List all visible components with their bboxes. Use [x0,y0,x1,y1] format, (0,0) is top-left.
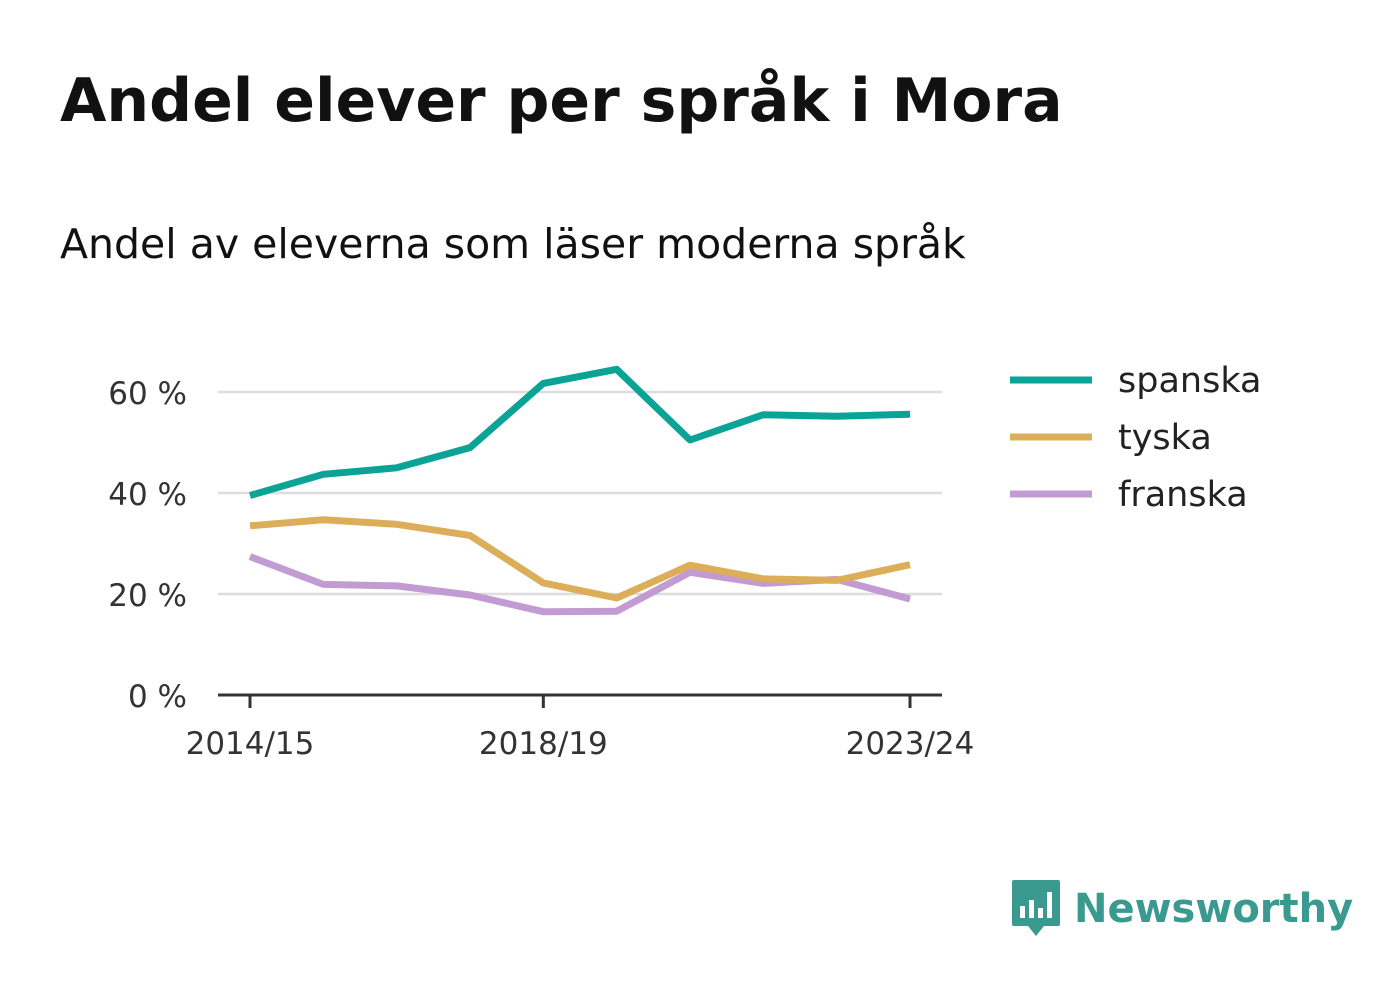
series-lines [248,365,911,616]
y-tick-label: 60 % [108,376,187,412]
series-line-tyska [249,516,911,602]
y-tick-label: 20 % [108,578,187,614]
newsworthy-logo-icon [1012,880,1060,936]
newsworthy-logo: Newsworthy [1010,878,1353,940]
chart-subtitle: Andel av eleverna som läser moderna språ… [60,220,966,268]
y-tick-label: 0 % [128,679,187,715]
legend-label-spanska: spanska [1118,361,1261,401]
legend: spanska tyska franska [1010,361,1261,515]
brand-name: Newsworthy [1074,886,1354,932]
x-tick-label: 2023/24 [846,726,975,762]
x-tick-label: 2018/19 [479,726,608,762]
series-line-spanska [249,365,911,499]
x-tick-label: 2014/15 [186,726,315,762]
gridlines [218,390,942,596]
axes: 0 % 20 % 40 % 60 % 2014/15 2018/19 2023/24 [108,376,974,762]
legend-label-tyska: tyska [1118,418,1212,458]
chart-title: Andel elever per språk i Mora [60,66,1063,136]
y-tick-label: 40 % [108,477,187,513]
series-line-franska [248,553,911,616]
legend-label-franska: franska [1118,475,1248,515]
